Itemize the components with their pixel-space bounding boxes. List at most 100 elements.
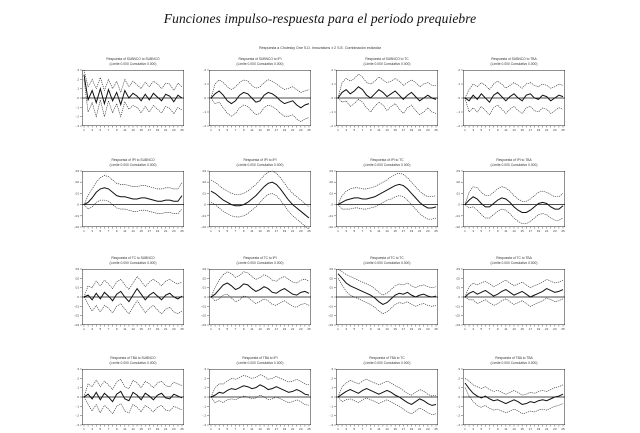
y-tick-label: .3 bbox=[76, 68, 79, 72]
series-response-line bbox=[464, 288, 564, 298]
x-tick-label: 7 bbox=[108, 327, 110, 331]
panel-subtitle: (Límite 0.000 Cumulativo 0.000) bbox=[109, 360, 157, 365]
y-tick-label: -.01 bbox=[74, 214, 80, 218]
x-tick-label: 25 bbox=[180, 229, 184, 233]
x-tick-label: 9 bbox=[370, 327, 372, 331]
y-tick-label: -.1 bbox=[456, 404, 460, 408]
x-tick-label: 13 bbox=[258, 427, 262, 431]
x-tick-label: 13 bbox=[385, 128, 389, 132]
x-tick-label: 23 bbox=[299, 327, 303, 331]
series-upper-band-line bbox=[83, 69, 183, 94]
x-tick-label: 9 bbox=[243, 229, 245, 233]
series-response-line bbox=[83, 74, 183, 107]
y-tick-label: .0 bbox=[457, 295, 460, 299]
y-tick-label: -.03 bbox=[74, 323, 80, 327]
x-tick-label: 17 bbox=[275, 128, 279, 132]
y-tick-label: -.1 bbox=[456, 110, 460, 114]
x-tick-label: 1 bbox=[83, 427, 85, 431]
y-tick-label: .02 bbox=[202, 276, 207, 280]
y-tick-label: .0 bbox=[330, 203, 333, 207]
series-upper-band-line bbox=[210, 374, 310, 398]
x-tick-label: 15 bbox=[266, 128, 270, 132]
y-tick-label: -.02 bbox=[201, 314, 207, 318]
x-tick-label: 7 bbox=[489, 427, 491, 431]
series-lower-band-line bbox=[337, 97, 437, 116]
y-tick-label: -.2 bbox=[75, 115, 79, 119]
irf-panel: Respuesta of TC to IPI (Límite 0.000 Cumu… bbox=[199, 253, 321, 333]
x-tick-label: 5 bbox=[480, 229, 482, 233]
y-tick-label: .1 bbox=[330, 82, 333, 86]
series-response-line bbox=[464, 382, 564, 406]
y-tick-label: .02 bbox=[75, 276, 80, 280]
irf-panel: Respuesta of SUBNCO to TC (Límite 0.000 C… bbox=[326, 54, 448, 134]
series-upper-band-line bbox=[464, 186, 564, 205]
plot-frame bbox=[82, 171, 184, 227]
x-tick-label: 19 bbox=[537, 327, 541, 331]
y-tick-label: .2 bbox=[76, 77, 79, 81]
x-tick-label: 5 bbox=[99, 229, 101, 233]
x-tick-label: 1 bbox=[83, 128, 85, 132]
x-tick-label: 9 bbox=[243, 327, 245, 331]
irf-plot: -.2-.1.0.1.21 3 5 7 9 11 13 15 17 19 21 23 25 bbox=[202, 68, 311, 132]
x-tick-label: 21 bbox=[291, 128, 295, 132]
series-upper-band-line bbox=[210, 170, 310, 208]
x-tick-label: 15 bbox=[393, 128, 397, 132]
series-lower-band-line bbox=[83, 199, 183, 214]
y-tick-label: .0 bbox=[203, 395, 206, 399]
x-tick-label: 21 bbox=[545, 229, 549, 233]
x-tick-label: 1 bbox=[210, 229, 212, 233]
x-tick-label: 19 bbox=[156, 427, 160, 431]
x-tick-label: 7 bbox=[362, 427, 364, 431]
x-tick-label: 5 bbox=[99, 128, 101, 132]
x-tick-label: 11 bbox=[377, 327, 380, 331]
y-tick-label: .02 bbox=[329, 180, 334, 184]
panel-subtitle: (Límite 0.000 Cumulativo 0.000) bbox=[236, 61, 284, 66]
y-tick-label: -.1 bbox=[202, 110, 206, 114]
x-tick-label: 7 bbox=[362, 229, 364, 233]
x-tick-label: 7 bbox=[108, 128, 110, 132]
y-tick-label: -.2 bbox=[202, 414, 206, 418]
y-tick-label: -.2 bbox=[456, 414, 460, 418]
x-tick-label: 17 bbox=[402, 427, 406, 431]
series-response-line bbox=[210, 181, 310, 219]
y-tick-label: .2 bbox=[330, 68, 333, 72]
x-tick-label: 1 bbox=[464, 128, 466, 132]
x-tick-label: 3 bbox=[345, 128, 347, 132]
x-tick-label: 21 bbox=[164, 427, 168, 431]
y-tick-label: .03 bbox=[75, 267, 80, 271]
series-upper-band-line bbox=[337, 268, 437, 296]
panel-title: Respuesta of SUBNCO to SUBNCO bbox=[106, 57, 160, 61]
x-tick-label: 25 bbox=[434, 427, 438, 431]
panel-title: Respuesta of SUBNCO to TBA bbox=[491, 57, 537, 61]
series-upper-band-line bbox=[83, 276, 183, 298]
x-tick-label: 23 bbox=[553, 327, 557, 331]
x-tick-label: 7 bbox=[108, 229, 110, 233]
x-tick-label: 21 bbox=[291, 427, 295, 431]
panel-subtitle: (Límite 0.000 Cumulativo 0.000) bbox=[490, 61, 538, 66]
y-tick-label: .2 bbox=[76, 376, 79, 380]
x-tick-label: 23 bbox=[299, 229, 303, 233]
y-tick-label: .03 bbox=[202, 267, 207, 271]
y-tick-label: -.02 bbox=[74, 225, 80, 229]
x-tick-label: 23 bbox=[299, 427, 303, 431]
chart-grid: Respuesta of SUBNCO to SUBNCO (Límite 0.0… bbox=[74, 54, 565, 431]
plot-frame bbox=[336, 171, 438, 227]
y-tick-label: .1 bbox=[457, 386, 460, 390]
y-tick-label: .1 bbox=[203, 82, 206, 86]
y-tick-label: -.01 bbox=[201, 214, 207, 218]
x-tick-label: 5 bbox=[353, 327, 355, 331]
y-tick-label: .0 bbox=[330, 295, 333, 299]
y-tick-label: .0 bbox=[330, 96, 333, 100]
x-tick-label: 17 bbox=[529, 327, 533, 331]
panel-title: Respuesta of IPI to IPI bbox=[243, 158, 277, 162]
x-tick-label: 15 bbox=[139, 128, 143, 132]
x-tick-label: 13 bbox=[131, 128, 135, 132]
x-tick-label: 5 bbox=[226, 427, 228, 431]
series-upper-band-line bbox=[83, 175, 183, 205]
x-tick-label: 21 bbox=[164, 229, 168, 233]
x-tick-label: 13 bbox=[258, 229, 262, 233]
panel-title: Respuesta of SUBNCO to IPI bbox=[238, 57, 282, 61]
y-tick-label: -.01 bbox=[201, 304, 207, 308]
x-tick-label: 13 bbox=[258, 327, 262, 331]
x-tick-label: 19 bbox=[156, 229, 160, 233]
